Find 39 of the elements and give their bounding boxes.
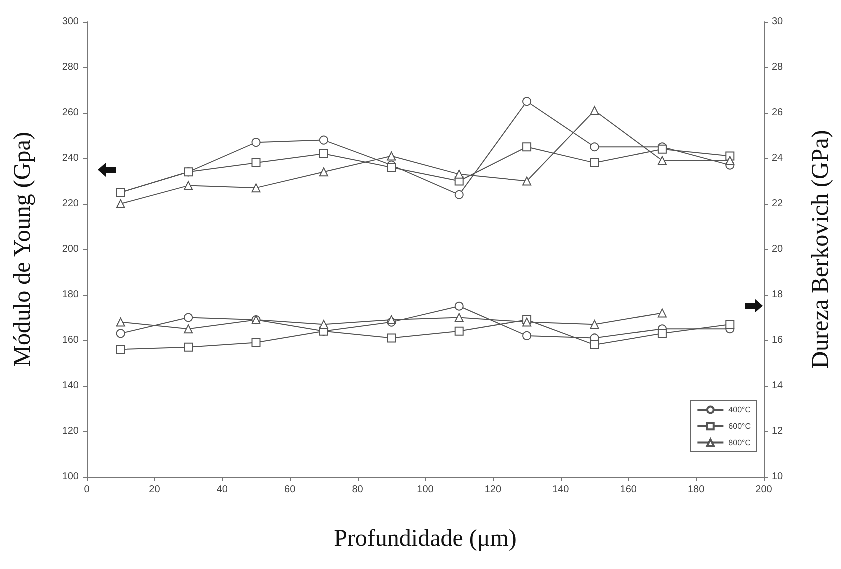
x-tick-label: 120 (484, 484, 502, 496)
x-tick-label: 140 (552, 484, 570, 496)
y2-tick-label: 26 (772, 108, 784, 118)
legend-label: 400°C (728, 406, 752, 414)
x-axis-title: Profundidade (μm) (334, 526, 517, 552)
y-tick-label: 280 (62, 62, 80, 73)
x-tick-label: 40 (216, 484, 228, 496)
y-tick-label: 260 (62, 108, 80, 118)
y2-tick-label: 18 (772, 290, 784, 300)
x-tick-label: 60 (284, 484, 296, 496)
y-tick-label: 100 (62, 472, 80, 482)
x-tick-label: 100 (417, 484, 434, 496)
y2-tick-label: 14 (772, 380, 784, 392)
y-tick-label: 200 (62, 244, 80, 255)
x-tick-label: 0 (84, 484, 90, 496)
y-tick-label: 240 (62, 153, 80, 164)
y2-axis-title: Dureza Berkovich (GPa) (808, 130, 834, 369)
y-tick-label: 140 (62, 380, 80, 392)
legend-label: 600°C (728, 422, 752, 431)
y2-tick-label: 20 (772, 244, 784, 255)
x-tick-label: 160 (620, 484, 638, 496)
y-tick-label: 120 (62, 426, 80, 437)
x-tick-label: 200 (756, 484, 773, 496)
x-tick-label: 180 (688, 484, 706, 496)
x-tick-label: 20 (149, 484, 161, 496)
y2-tick-label: 30 (772, 16, 784, 28)
y2-tick-label: 16 (772, 335, 784, 346)
y-tick-label: 160 (62, 335, 80, 346)
y2-tick-label: 24 (772, 153, 784, 164)
y2-tick-label: 10 (772, 472, 784, 482)
legend-label: 800°C (728, 438, 752, 448)
y2-tick-label: 28 (772, 62, 784, 73)
y2-tick-label: 22 (772, 198, 784, 210)
y-tick-label: 180 (62, 290, 80, 300)
y-tick-label: 300 (62, 16, 80, 28)
y2-tick-label: 12 (772, 426, 784, 437)
y-axis-title: Módulo de Young (Gpa) (10, 132, 36, 367)
x-tick-label: 80 (352, 484, 364, 496)
y-tick-label: 220 (62, 198, 80, 210)
